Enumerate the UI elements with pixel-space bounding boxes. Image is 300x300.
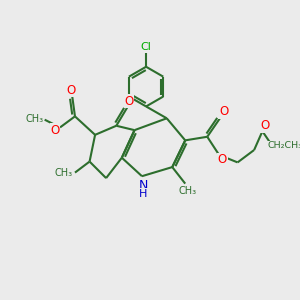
- Text: H: H: [139, 189, 147, 199]
- Text: Cl: Cl: [141, 42, 152, 52]
- Text: CH₃: CH₃: [54, 168, 73, 178]
- Text: O: O: [219, 106, 228, 118]
- Text: O: O: [66, 84, 76, 97]
- Text: O: O: [50, 124, 60, 137]
- Text: N: N: [138, 179, 148, 192]
- Text: CH₃: CH₃: [25, 114, 43, 124]
- Text: O: O: [218, 153, 227, 167]
- Text: CH₃: CH₃: [178, 186, 196, 196]
- Text: CH₂CH₃: CH₂CH₃: [267, 141, 300, 150]
- Text: O: O: [260, 119, 270, 132]
- Text: O: O: [124, 95, 134, 108]
